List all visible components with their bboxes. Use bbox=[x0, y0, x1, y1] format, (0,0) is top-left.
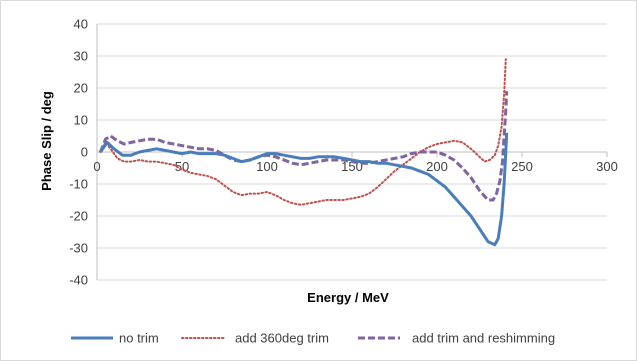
gridlines bbox=[96, 23, 608, 281]
legend-label: no trim bbox=[119, 331, 159, 346]
x-tick-label: 100 bbox=[256, 159, 278, 174]
x-tick-label: 250 bbox=[511, 159, 533, 174]
y-tick-label: -40 bbox=[69, 273, 88, 288]
y-tick-label: 30 bbox=[74, 49, 88, 64]
x-axis-title: Energy / MeV bbox=[307, 290, 389, 305]
series-line-no-trim bbox=[99, 132, 509, 247]
series-layer bbox=[99, 58, 509, 247]
series-line-add-trim-and-reshimming bbox=[99, 91, 509, 202]
series-line-add-360deg-trim bbox=[99, 58, 507, 206]
y-tick-label: 0 bbox=[81, 145, 88, 160]
x-tick-label: 300 bbox=[596, 159, 618, 174]
y-tick-label: 20 bbox=[74, 81, 88, 96]
x-tick-label: 200 bbox=[426, 159, 448, 174]
y-axis-title: Phase Slip / deg bbox=[39, 91, 54, 191]
y-tick-label: -20 bbox=[69, 209, 88, 224]
y-tick-label: -30 bbox=[69, 241, 88, 256]
y-tick-label: -10 bbox=[69, 177, 88, 192]
x-tick-label: 0 bbox=[93, 159, 100, 174]
legend-label: add 360deg trim bbox=[235, 331, 329, 346]
legend-label: add trim and reshimming bbox=[412, 331, 555, 346]
legend: no trim add 360deg trim add trim and reshi… bbox=[71, 331, 555, 346]
y-tick-label: 10 bbox=[74, 113, 88, 128]
y-tick-label: 40 bbox=[74, 17, 88, 32]
